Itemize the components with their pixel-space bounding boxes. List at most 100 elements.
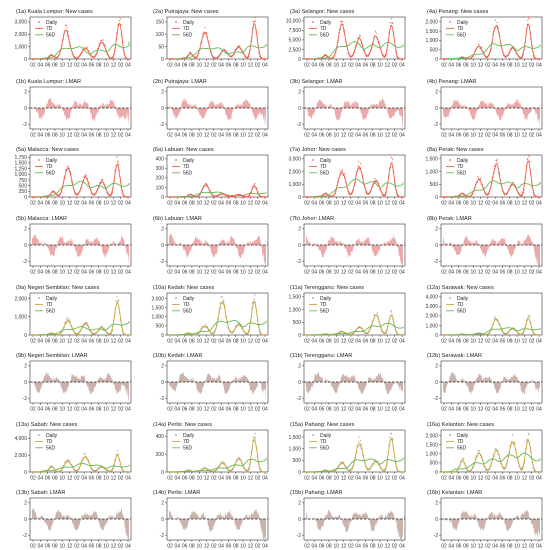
x-tick-label: 06	[456, 133, 462, 139]
legend-label: Daily	[320, 158, 332, 164]
x-tick-label: 02	[30, 476, 36, 482]
x-tick-label: 06	[89, 544, 95, 550]
daily-point	[493, 318, 495, 320]
x-tick-label: 02	[304, 407, 310, 413]
x-tick-label: 08	[189, 201, 195, 207]
x-tick-label: 12	[478, 544, 484, 550]
panel-title: (12b) Sarawak: LMAR	[427, 353, 482, 359]
legend-label: Daily	[183, 158, 195, 164]
daily-point	[120, 23, 122, 26]
x-tick-label: 04	[262, 407, 268, 413]
daily-point	[480, 177, 482, 179]
x-tick-label: 10	[103, 339, 109, 345]
x-tick-label: 08	[507, 133, 513, 139]
plot-frame	[303, 154, 406, 198]
x-tick-label: 04	[312, 201, 318, 207]
x-tick-label: 02	[118, 407, 124, 413]
x-tick-label: 04	[262, 270, 268, 276]
x-tick-label: 04	[81, 201, 87, 207]
legend-label: 56D	[320, 446, 330, 452]
x-tick-label: 02	[304, 201, 310, 207]
y-tick-label: 1,000	[425, 323, 438, 329]
legend-daily-marker	[449, 434, 451, 436]
x-tick-label: 04	[355, 270, 361, 276]
daily-point	[494, 316, 496, 318]
daily-point	[220, 461, 222, 464]
x-tick-label: 12	[248, 544, 254, 550]
x-tick-label: 08	[233, 339, 239, 345]
x-tick-label: 06	[45, 407, 51, 413]
daily-point	[116, 450, 119, 452]
legend-label: 56D	[183, 309, 193, 315]
x-tick-label: 06	[226, 339, 232, 345]
daily-point	[220, 307, 222, 309]
daily-point	[375, 32, 377, 34]
x-tick-label: 08	[326, 544, 332, 550]
legend-daily-marker	[175, 434, 177, 436]
x-tick-label: 06	[319, 270, 325, 276]
x-tick-label: 08	[189, 544, 195, 550]
x-tick-label: 12	[248, 201, 254, 207]
x-tick-label: 10	[470, 476, 476, 482]
x-tick-label: 10	[240, 201, 246, 207]
x-tick-label: 02	[392, 270, 398, 276]
x-tick-label: 02	[118, 339, 124, 345]
y-tick-label: 0	[298, 195, 301, 201]
x-tick-label: 06	[89, 476, 95, 482]
lmar-area	[443, 371, 540, 395]
x-tick-label: 10	[333, 63, 339, 69]
y-tick-label: 0	[161, 106, 164, 112]
x-tick-label: 10	[333, 270, 339, 276]
y-tick-label: 3,000	[288, 157, 301, 163]
x-tick-label: 02	[348, 63, 354, 69]
x-tick-label: 06	[363, 476, 369, 482]
plot-frame	[29, 429, 132, 473]
plot-frame	[166, 154, 269, 198]
x-tick-label: 10	[514, 133, 520, 139]
x-tick-label: 06	[182, 133, 188, 139]
y-tick-label: 0	[24, 380, 27, 386]
series-56d	[173, 191, 267, 198]
daily-point	[339, 170, 341, 172]
x-tick-label: 04	[492, 339, 498, 345]
x-tick-label: 02	[30, 63, 36, 69]
x-tick-label: 12	[385, 407, 391, 413]
x-tick-label: 04	[449, 407, 455, 413]
panel-title: (14b) Perlis: LMAR	[153, 490, 200, 496]
x-tick-label: 08	[189, 133, 195, 139]
legend-label: 56D	[457, 446, 467, 452]
x-tick-label: 06	[363, 133, 369, 139]
x-tick-label: 12	[67, 476, 73, 482]
x-tick-label: 06	[363, 339, 369, 345]
x-tick-label: 04	[355, 133, 361, 139]
x-tick-label: 02	[30, 133, 36, 139]
series-56d	[310, 41, 404, 60]
y-tick-label: 0	[298, 470, 301, 476]
x-tick-label: 10	[196, 544, 202, 550]
x-tick-label: 02	[74, 544, 80, 550]
legend-label: 56D	[320, 33, 330, 39]
panel-title: (6a) Labuan: New cases	[153, 147, 214, 153]
x-tick-label: 02	[30, 270, 36, 276]
legend-label: 7D	[183, 164, 190, 170]
x-tick-label: 10	[59, 407, 65, 413]
x-tick-label: 12	[111, 476, 117, 482]
x-tick-label: 10	[103, 476, 109, 482]
x-tick-label: 04	[175, 476, 181, 482]
x-tick-label: 02	[441, 270, 447, 276]
x-tick-label: 08	[507, 407, 513, 413]
x-tick-label: 12	[111, 407, 117, 413]
x-tick-label: 10	[377, 63, 383, 69]
x-tick-label: 04	[536, 133, 542, 139]
x-tick-label: 02	[348, 339, 354, 345]
y-tick-label: 500	[293, 320, 302, 326]
x-tick-label: 12	[385, 476, 391, 482]
x-tick-label: 10	[103, 544, 109, 550]
x-tick-label: 12	[248, 476, 254, 482]
x-tick-label: 12	[67, 63, 73, 69]
x-tick-label: 02	[255, 63, 261, 69]
